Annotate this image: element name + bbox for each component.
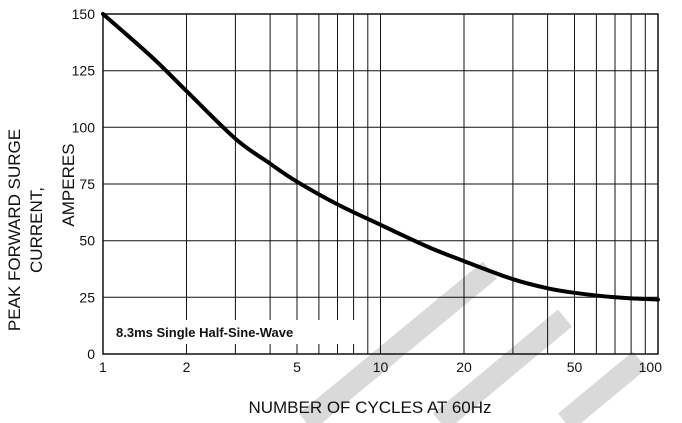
y-tick-label: 125 <box>72 63 96 79</box>
watermark-stroke-2 <box>557 351 648 423</box>
y-tick-label: 150 <box>72 6 96 22</box>
y-tick-label: 25 <box>79 289 95 305</box>
x-tick-label: 100 <box>639 359 663 375</box>
chart-grid <box>102 13 659 355</box>
x-tick-label: 2 <box>183 359 191 375</box>
x-tick-label: 50 <box>567 359 583 375</box>
y-axis-title-line-3: AMPERES <box>59 143 78 226</box>
y-axis-title-line-1: PEAK FORWARD SURGE <box>5 129 24 331</box>
y-tick-label: 100 <box>72 119 96 135</box>
y-axis-title-line-2: CURRENT, <box>27 187 46 273</box>
watermark-stroke-0 <box>298 261 498 423</box>
y-tick-label: 50 <box>79 233 95 249</box>
annotation-box <box>107 320 357 344</box>
x-tick-label: 10 <box>373 359 389 375</box>
series-line-group <box>101 12 660 302</box>
plot-border <box>102 13 659 355</box>
y-tick-label: 75 <box>79 176 95 192</box>
series-line <box>101 12 660 302</box>
watermark-strokes <box>298 261 648 423</box>
watermark-stroke-1 <box>432 309 573 423</box>
x-tick-label: 20 <box>456 359 472 375</box>
x-tick-labels: 1 2 5 10 20 50 100 <box>99 359 662 375</box>
x-axis-title: NUMBER OF CYCLES AT 60Hz <box>248 398 491 417</box>
y-tick-label: 0 <box>87 346 95 362</box>
x-tick-label: 1 <box>99 359 107 375</box>
plot-frame <box>102 13 659 355</box>
annotation-text: 8.3ms Single Half-Sine-Wave <box>116 325 293 340</box>
y-tick-labels: 0 25 50 75 100 125 150 <box>72 6 96 362</box>
x-tick-label: 5 <box>293 359 301 375</box>
